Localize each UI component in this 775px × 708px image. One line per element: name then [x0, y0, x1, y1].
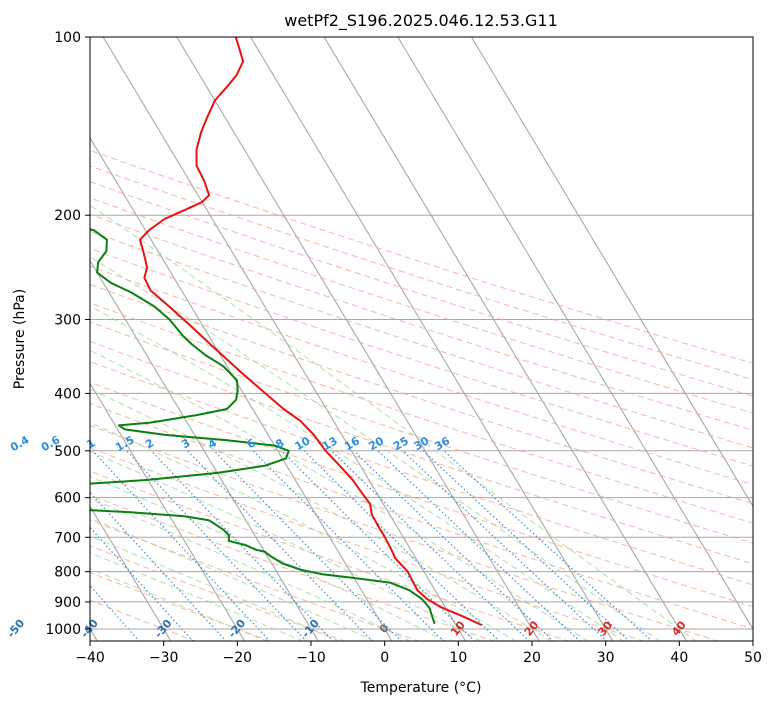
mixing-ratio-line	[303, 450, 501, 641]
x-tick-label: 50	[744, 650, 762, 666]
x-tick-label: 30	[597, 650, 615, 666]
dry-adiabat-line	[90, 470, 570, 641]
moist-adiabat-line	[90, 388, 553, 641]
y-tick-label: 400	[54, 386, 81, 402]
x-tick-label: −20	[223, 650, 253, 666]
mixing-ratio-line	[331, 450, 530, 641]
dry-adiabat-label: -50	[5, 617, 28, 641]
iso-label-layer: 0.10.20.40.611.52346810131620253036-100-…	[5, 433, 689, 641]
x-tick-label: 20	[523, 650, 541, 666]
y-axis: 1000 900 800 700 600 500 400 300 200 100	[45, 30, 90, 638]
moist-adiabat-line	[90, 204, 697, 641]
mixing-ratio-line	[92, 450, 271, 641]
moist-adiabat-line	[90, 256, 661, 641]
mixing-ratio-line	[402, 450, 608, 641]
series-layer	[90, 37, 483, 627]
dry-adiabat-line	[90, 213, 753, 431]
mixing-ratio-line	[126, 450, 308, 641]
y-axis-label: Pressure (hPa)	[12, 289, 28, 389]
mixing-ratio-label: 1	[85, 436, 98, 451]
x-tick-label: −30	[149, 650, 179, 666]
mixing-ratio-line	[443, 450, 654, 641]
dry-adiabat-line	[90, 424, 720, 641]
isotherm-line	[102, 37, 467, 641]
dry-adiabat-line	[90, 402, 753, 630]
plot-frame	[89, 36, 754, 642]
dry-adiabat-line	[90, 545, 346, 641]
isotherm-line	[176, 37, 540, 641]
isotherm-line	[471, 37, 753, 508]
dry-adiabat-line	[90, 494, 496, 641]
x-tick-label: −40	[75, 650, 105, 666]
dry-adiabat-line	[90, 247, 753, 467]
moist-adiabat-line	[90, 305, 625, 641]
x-tick-label: −10	[296, 650, 326, 666]
x-tick-label: 0	[380, 650, 389, 666]
y-tick-label: 700	[54, 530, 81, 546]
y-tick-label: 600	[54, 491, 81, 507]
dry-adiabat-label: 30	[595, 618, 615, 638]
dry-adiabat-label: -30	[152, 617, 175, 641]
temperature-profile-line	[139, 37, 483, 627]
dry-adiabat-label: -20	[226, 617, 249, 641]
moist-adiabat-line	[90, 517, 376, 641]
grid-layer	[90, 37, 753, 641]
dry-adiabat-line	[90, 361, 753, 586]
dry-adiabat-line	[90, 519, 421, 641]
y-tick-label: 800	[54, 565, 81, 581]
y-tick-label: 100	[54, 30, 81, 46]
moist-adiabat-line	[90, 450, 482, 641]
dry-adiabat-line	[90, 571, 272, 641]
dry-adiabat-label: -10	[299, 617, 322, 641]
isotherm-line	[90, 505, 172, 641]
dewpoint-profile-line	[90, 228, 436, 625]
moist-adiabat-line	[90, 349, 589, 641]
mixing-ratio-label: 3	[179, 436, 192, 451]
isotherm-line	[323, 37, 688, 641]
dry-adiabat-label: 20	[522, 618, 542, 638]
dry-adiabat-line	[90, 381, 753, 608]
y-tick-label: 200	[54, 208, 81, 224]
isotherm-line	[250, 37, 614, 641]
moist-adiabat-line	[90, 422, 518, 641]
mixing-ratio-label: 2	[143, 436, 156, 451]
moist-adiabat-line	[90, 475, 447, 641]
mixing-ratio-line	[187, 450, 374, 641]
dry-adiabat-line	[90, 340, 753, 565]
dry-adiabat-line	[90, 302, 753, 524]
mixing-ratio-line	[281, 450, 476, 641]
mixing-ratio-line	[90, 526, 194, 641]
mixing-ratio-line	[252, 450, 445, 641]
dry-adiabat-line	[90, 447, 645, 641]
mixing-ratio-label: 4	[206, 436, 219, 451]
isotherm-line	[397, 37, 753, 630]
dry-adiabat-line	[90, 197, 753, 414]
x-axis-label: Temperature (°C)	[360, 680, 482, 696]
isotherm-line	[90, 382, 246, 641]
dry-adiabat-label: 10	[448, 618, 468, 638]
dry-adiabat-line	[90, 165, 753, 381]
y-tick-label: 1000	[45, 622, 81, 638]
x-axis: −40 −30 −20 −10 0 10 20 30 40 50	[75, 641, 762, 666]
isotherm-line	[90, 259, 319, 641]
chart-title: wetPf2_S196.2025.046.12.53.G11	[284, 11, 558, 31]
x-tick-label: 40	[670, 650, 688, 666]
dry-adiabat-line	[90, 599, 197, 641]
y-tick-label: 900	[54, 595, 81, 611]
isotherm-line	[90, 136, 393, 641]
mixing-ratio-line	[150, 450, 334, 641]
mixing-ratio-label: 0.4	[8, 433, 32, 454]
dry-adiabat-line	[90, 321, 753, 544]
mixing-ratio-line	[213, 450, 403, 641]
x-tick-label: 10	[449, 650, 467, 666]
dry-adiabat-label: 40	[669, 618, 689, 638]
moist-adiabat-line	[90, 535, 340, 641]
dry-adiabat-line	[90, 149, 753, 364]
moist-adiabat-line	[90, 568, 268, 641]
y-tick-label: 500	[54, 444, 81, 460]
y-tick-label: 300	[54, 312, 81, 328]
